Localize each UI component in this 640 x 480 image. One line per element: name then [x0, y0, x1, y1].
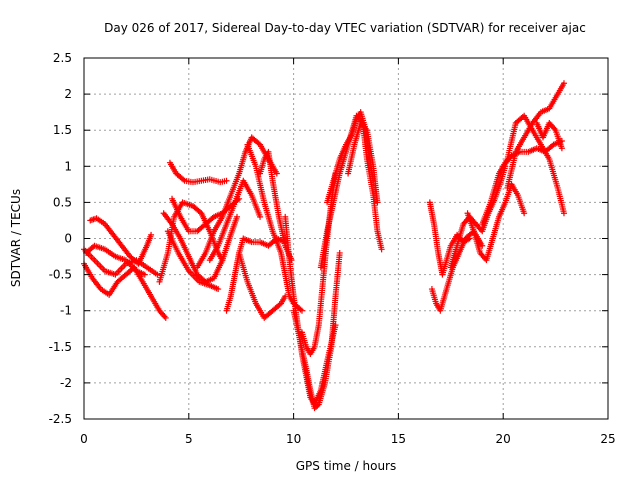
y-tick-label: 0 [64, 232, 72, 246]
grid [84, 58, 608, 419]
series-sat-u [345, 119, 381, 206]
series-sat-z [479, 112, 567, 228]
data-point [154, 271, 161, 278]
series-sat-d [81, 246, 161, 278]
data-point [549, 142, 556, 149]
series-sat-k [206, 177, 264, 264]
series-sat-h [164, 228, 222, 293]
data-point [560, 80, 567, 87]
data-point [180, 176, 187, 183]
series-sat-y [464, 181, 528, 264]
data-point [234, 213, 241, 220]
y-tick-label: -2.5 [49, 412, 72, 426]
data-point [336, 249, 343, 256]
y-tick-label: 1.5 [53, 123, 72, 137]
data-point [521, 210, 528, 217]
x-tick-label: 15 [391, 432, 406, 446]
data-point [282, 293, 289, 300]
data-point [223, 177, 230, 184]
y-axis-label: SDTVAR / TECUs [9, 189, 23, 287]
x-tick-label: 10 [286, 432, 301, 446]
data-point [374, 199, 381, 206]
data-point [148, 231, 155, 238]
series-sat-c [87, 215, 155, 267]
data-point [276, 301, 283, 308]
data-point [215, 286, 222, 293]
x-tick-label: 0 [80, 432, 88, 446]
data-point [257, 213, 264, 220]
x-tick-label: 5 [185, 432, 193, 446]
series-sat-b [83, 242, 148, 278]
data-point [558, 145, 565, 152]
y-tick-label: -0.5 [49, 268, 72, 282]
data-points [81, 80, 567, 412]
y-tick-label: -1.5 [49, 340, 72, 354]
series-sat-q [290, 249, 343, 412]
data-point [255, 140, 262, 147]
y-tick-label: 0.5 [53, 195, 72, 209]
axis-ticks: 0 5 10 15 20 25 -2.5 -2 -1.5 -1 -0.5 0 0.5 1 1.5 2 2.5 [49, 51, 616, 446]
x-axis-label: GPS time / hours [296, 459, 397, 473]
series-sat-f [166, 159, 230, 186]
series-sat-n [236, 249, 289, 321]
y-tick-label: -1 [60, 304, 72, 318]
y-tick-label: 1 [64, 159, 72, 173]
data-point [209, 215, 216, 222]
data-point [141, 271, 148, 278]
series-sat-g [160, 210, 241, 285]
y-tick-label: -2 [60, 376, 72, 390]
data-point [298, 307, 305, 314]
y-tick-label: 2.5 [53, 51, 72, 65]
data-point [560, 210, 567, 217]
data-point [297, 306, 304, 313]
data-point [162, 314, 169, 321]
data-point [378, 246, 385, 253]
x-tick-label: 25 [600, 432, 615, 446]
y-tick-label: 2 [64, 87, 72, 101]
chart-title: Day 026 of 2017, Sidereal Day-to-day VTE… [104, 21, 586, 35]
data-point [273, 170, 280, 177]
x-tick-label: 20 [496, 432, 511, 446]
series-sat-a [81, 260, 169, 321]
data-point [479, 242, 486, 249]
data-point [196, 209, 203, 216]
data-point [314, 402, 321, 409]
series-sat-ac [533, 119, 565, 152]
